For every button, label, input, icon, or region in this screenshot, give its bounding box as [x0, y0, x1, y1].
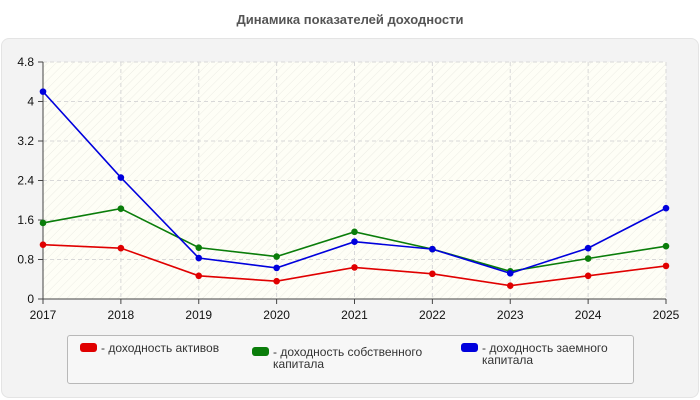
- y-tick-label: 4: [27, 95, 34, 109]
- legend-swatch-green: [252, 347, 269, 356]
- x-tick-label: 2023: [497, 308, 524, 322]
- legend-label: - доходность собственного капитала: [273, 345, 423, 371]
- y-tick-label: 2.4: [17, 174, 34, 188]
- data-point: [117, 205, 125, 212]
- x-tick-label: 2020: [263, 308, 290, 322]
- x-tick-label: 2021: [341, 308, 368, 322]
- data-point: [584, 244, 592, 252]
- x-axis-tick-labels: 2017 2018 2019 2020 2021 2022 2023 2024 2025: [30, 308, 680, 322]
- data-point: [273, 264, 280, 272]
- legend-swatch-blue: [461, 343, 478, 352]
- y-tick-label: 3.2: [17, 134, 34, 148]
- series-0: [39, 241, 670, 289]
- data-point: [195, 272, 203, 280]
- data-point: [273, 253, 280, 260]
- legend-label: - доходность заемного капитала: [482, 341, 608, 367]
- data-point: [662, 204, 670, 212]
- y-tick-label: 0: [27, 292, 34, 306]
- x-tick-label: 2017: [30, 308, 57, 322]
- data-point: [351, 238, 358, 246]
- legend-label: - доходность активов: [101, 341, 220, 355]
- data-point: [429, 270, 436, 278]
- data-point: [584, 272, 592, 280]
- data-point: [117, 244, 125, 252]
- data-point: [117, 174, 125, 181]
- x-tick-label: 2019: [185, 308, 212, 322]
- data-point: [39, 88, 47, 95]
- data-point: [195, 244, 203, 251]
- y-tick-label: 0.8: [17, 253, 34, 267]
- x-tick-label: 2018: [108, 308, 135, 322]
- x-tick-label: 2025: [653, 308, 680, 322]
- y-axis-tick-labels: 0 0.8 1.6 2.4 3.2 4 4.8: [17, 55, 34, 306]
- data-point: [39, 241, 47, 248]
- x-tick-label: 2022: [419, 308, 446, 322]
- legend: - доходность активов - доходность собств…: [67, 335, 634, 384]
- data-point: [506, 282, 514, 289]
- data-point: [506, 270, 514, 277]
- data-point: [39, 219, 47, 227]
- data-point: [429, 245, 436, 253]
- series-lines: [39, 88, 670, 289]
- axes: [38, 61, 667, 304]
- y-tick-label: 1.6: [17, 213, 34, 227]
- data-point: [584, 255, 592, 262]
- series-2: [39, 88, 670, 277]
- data-point: [662, 242, 670, 250]
- data-point: [273, 277, 280, 285]
- data-point: [351, 264, 358, 271]
- data-point: [195, 254, 203, 262]
- x-tick-label: 2024: [575, 308, 602, 322]
- data-point: [662, 262, 670, 270]
- chart-title: Динамика показателей доходности: [236, 12, 464, 27]
- y-tick-label: 4.8: [17, 55, 34, 69]
- legend-swatch-red: [80, 343, 97, 352]
- data-point: [351, 228, 358, 236]
